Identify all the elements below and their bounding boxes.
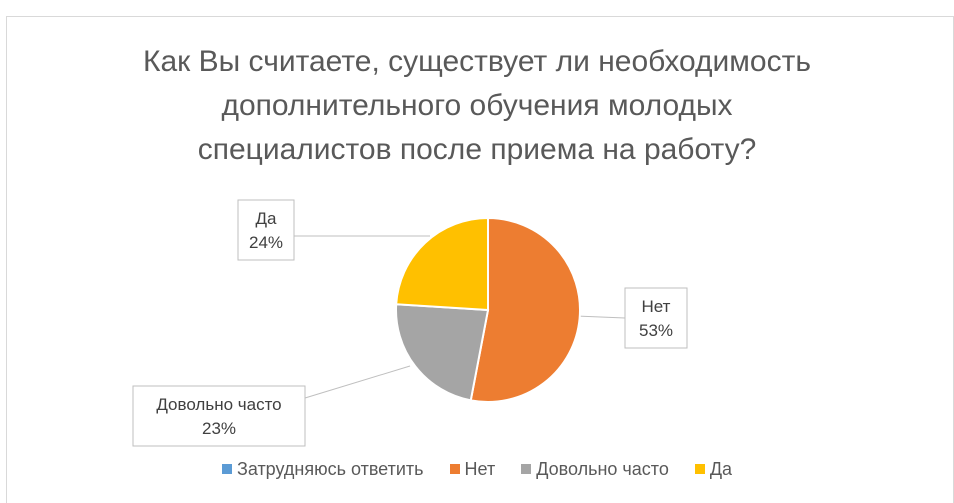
legend-label-da: Да [709,459,733,479]
data-label-category-dovolno-chasto: Довольно часто [156,395,281,414]
legend-item-dovolno-chasto: Довольно часто [521,457,669,481]
legend-item-zatrudnyayus: Затрудняюсь ответить [221,457,424,481]
legend: Затрудняюсь ответить Нет Довольно часто … [0,457,954,481]
legend-label-dovolno-chasto: Довольно часто [536,459,669,479]
data-label-box-net [624,287,688,349]
legend-swatch-dovolno-chasto [521,464,532,474]
leader-lines [294,235,626,399]
data-label-category-da: Да [256,209,278,228]
chart-title: Как Вы считаете, существует ли необходим… [0,40,954,172]
data-label-box-da [237,199,295,261]
chart-title-line-3: специалистов после приема на работу? [197,133,757,166]
legend-swatch-da [694,464,705,474]
data-label-value-net: 53% [639,321,673,340]
chart-title-line-2: дополнительного обучения молодых [221,89,733,122]
data-label-box-dovolno-chasto [132,385,306,447]
leader-line-dovolno-chasto [304,365,411,399]
data-label-category-net: Нет [642,297,671,316]
legend-item-net: Нет [449,457,496,481]
legend-label-zatrudnyayus: Затрудняюсь ответить [236,459,424,479]
pie-slice-net [469,216,581,403]
pie-slice-dovolno-chasto [395,303,490,402]
chart-title-line-1: Как Вы считаете, существует ли необходим… [143,45,811,78]
data-label-value-dovolno-chasto: 23% [202,419,236,438]
legend-swatch-zatrudnyayus [221,464,232,474]
legend-label-net: Нет [464,459,496,479]
data-label-value-da: 24% [249,233,283,252]
leader-line-net [575,315,626,319]
pie-slices [395,216,581,403]
pie-slice-da [395,216,489,312]
data-labels: Нет 53% Довольно часто 23% Да 24% [132,199,688,447]
legend-item-da: Да [694,457,733,481]
legend-swatch-net [449,464,460,474]
